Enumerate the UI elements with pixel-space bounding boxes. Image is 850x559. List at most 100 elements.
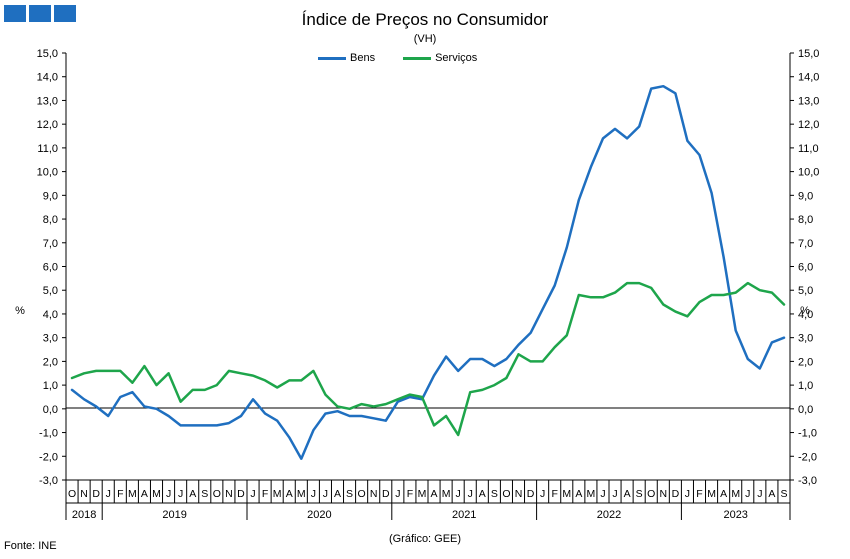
- x-month-label: F: [551, 488, 557, 500]
- x-month-label: J: [311, 488, 316, 500]
- x-month-label: D: [92, 488, 100, 500]
- y-tick-label-right: -2,0: [798, 451, 817, 463]
- x-month-label: O: [68, 488, 76, 500]
- x-month-label: M: [128, 488, 137, 500]
- y-tick-label-right: -3,0: [798, 475, 817, 487]
- x-month-label: J: [106, 488, 111, 500]
- y-tick-label-right: -1,0: [798, 428, 817, 440]
- x-month-label: D: [527, 488, 535, 500]
- x-month-label: D: [382, 488, 390, 500]
- legend-item-servicos: Serviços: [403, 52, 477, 64]
- x-month-label: M: [731, 488, 740, 500]
- x-month-label: D: [672, 488, 680, 500]
- y-tick-label-left: 6,0: [43, 262, 58, 274]
- y-tick-label-right: 9,0: [798, 190, 813, 202]
- x-month-label: S: [780, 488, 787, 500]
- y-tick-label-left: -1,0: [39, 428, 58, 440]
- x-month-label: S: [636, 488, 643, 500]
- x-month-label: A: [334, 488, 341, 500]
- series-line-bens: [70, 84, 786, 460]
- x-month-label: O: [213, 488, 221, 500]
- y-tick-label-left: 1,0: [43, 380, 58, 392]
- y-tick-label-left: 13,0: [37, 95, 58, 107]
- x-month-label: A: [189, 488, 196, 500]
- x-month-label: A: [286, 488, 293, 500]
- logo: [4, 5, 76, 22]
- x-month-label: M: [442, 488, 451, 500]
- legend-item-bens: Bens: [318, 52, 375, 64]
- x-month-label: M: [707, 488, 716, 500]
- x-month-label: N: [370, 488, 378, 500]
- x-month-label: A: [624, 488, 631, 500]
- y-tick-label-right: 11,0: [798, 143, 819, 155]
- y-tick-label-left: 15,0: [37, 48, 58, 60]
- y-tick-label-right: 14,0: [798, 72, 819, 84]
- y-tick-label-left: 12,0: [37, 119, 58, 131]
- logo-block-3: [54, 5, 76, 22]
- legend-label-servicos: Serviços: [435, 52, 478, 64]
- y-tick-label-right: 3,0: [798, 333, 813, 345]
- legend-label-bens: Bens: [350, 52, 376, 64]
- y-tick-label-left: 9,0: [43, 190, 58, 202]
- y-tick-label-right: 8,0: [798, 214, 813, 226]
- x-month-label: N: [660, 488, 668, 500]
- x-month-label: D: [237, 488, 245, 500]
- x-month-label: J: [166, 488, 171, 500]
- y-axis-label-left: %: [15, 305, 25, 317]
- y-tick-label-right: 1,0: [798, 380, 813, 392]
- x-month-label: J: [540, 488, 545, 500]
- x-month-label: J: [178, 488, 183, 500]
- y-tick-label-right: 6,0: [798, 262, 813, 274]
- x-month-label: M: [587, 488, 596, 500]
- y-tick-label-right: 15,0: [798, 48, 819, 60]
- legend-swatch-servicos: [403, 56, 432, 60]
- y-tick-label-left: 7,0: [43, 238, 58, 250]
- y-tick-label-right: 7,0: [798, 238, 813, 250]
- x-month-label: O: [358, 488, 366, 500]
- y-tick-label-left: 11,0: [37, 143, 58, 155]
- x-year-label: 2022: [597, 509, 621, 521]
- x-month-label: A: [479, 488, 486, 500]
- chart-subtitle: (VH): [413, 33, 437, 45]
- y-tick-label-right: 4,0: [798, 309, 813, 321]
- x-month-label: J: [468, 488, 473, 500]
- x-month-label: N: [80, 488, 88, 500]
- x-month-label: N: [225, 488, 233, 500]
- x-month-label: O: [647, 488, 655, 500]
- logo-block-1: [4, 5, 26, 22]
- y-tick-label-left: 10,0: [37, 167, 58, 179]
- x-month-label: S: [346, 488, 353, 500]
- y-tick-label-right: 0,0: [798, 404, 813, 416]
- chart-credit: (Gráfico: GEE): [388, 533, 462, 545]
- x-month-label: M: [152, 488, 161, 500]
- y-tick-label-left: 8,0: [43, 214, 58, 226]
- logo-block-2: [29, 5, 51, 22]
- x-month-label: J: [250, 488, 255, 500]
- y-tick-label-left: -3,0: [39, 475, 58, 487]
- y-tick-label-right: 5,0: [798, 285, 813, 297]
- y-tick-label-left: 14,0: [37, 72, 58, 84]
- x-year-label: 2021: [452, 509, 476, 521]
- x-month-label: A: [575, 488, 582, 500]
- x-month-label: M: [273, 488, 282, 500]
- y-tick-label-right: 2,0: [798, 356, 813, 368]
- x-year-label: 2023: [723, 509, 747, 521]
- x-month-label: A: [141, 488, 148, 500]
- x-month-label: S: [201, 488, 208, 500]
- x-month-label: J: [395, 488, 400, 500]
- y-tick-label-right: 13,0: [798, 95, 819, 107]
- x-month-label: M: [562, 488, 571, 500]
- chart-series: [70, 84, 786, 460]
- y-tick-label-left: 5,0: [43, 285, 58, 297]
- legend: Bens Serviços: [318, 52, 477, 64]
- x-month-label: M: [297, 488, 306, 500]
- x-year-label: 2020: [307, 509, 331, 521]
- y-tick-label-left: 3,0: [43, 333, 58, 345]
- x-month-label: F: [407, 488, 413, 500]
- x-month-label: J: [612, 488, 617, 500]
- x-month-label: J: [600, 488, 605, 500]
- x-month-label: J: [685, 488, 690, 500]
- y-tick-label-right: 10,0: [798, 167, 819, 179]
- x-month-label: F: [117, 488, 123, 500]
